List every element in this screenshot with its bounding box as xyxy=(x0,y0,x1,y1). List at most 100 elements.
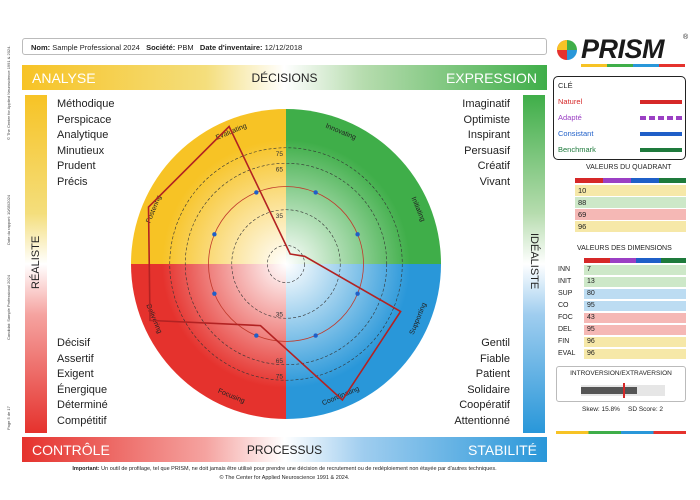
processus-title: PROCESSUS xyxy=(246,442,323,457)
dimension-value-cell: 95 xyxy=(584,325,686,335)
adapte-point xyxy=(254,333,259,338)
dimension-row: INIT 13 xyxy=(556,277,686,287)
expression-words: Imaginatif Optimiste Inspirant Persuasif… xyxy=(430,97,510,191)
quadrant-value: 88 xyxy=(578,198,587,207)
stabilite-title: STABILITÉ xyxy=(468,441,537,458)
legend-benchmark-swatch xyxy=(640,148,682,152)
dim-col-purple xyxy=(610,258,636,263)
dim-col-blue xyxy=(636,258,661,263)
footer: Important: Un outil de profilage, tel qu… xyxy=(22,466,547,482)
legend-benchmark: Benchmark xyxy=(558,145,682,155)
dimension-value: 7 xyxy=(587,266,591,273)
introversion-bar xyxy=(581,387,637,394)
dim-col-green xyxy=(661,258,686,263)
ring-label: 65 xyxy=(276,358,284,365)
word-item: Attentionné xyxy=(454,414,510,427)
dimension-value: 95 xyxy=(587,326,595,333)
dimension-value-cell: 80 xyxy=(584,289,686,299)
dimension-value: 96 xyxy=(587,338,595,345)
word-item: Décisif xyxy=(57,337,91,349)
copyright-side-note: © The Center for Applied Neuroscience 19… xyxy=(6,45,11,141)
dimension-code: FOC xyxy=(558,314,573,321)
quadrant-col-red xyxy=(575,178,603,183)
legend-naturel-swatch xyxy=(640,100,682,104)
word-item: Assertif xyxy=(57,352,94,365)
quadrant-col-green xyxy=(659,178,686,183)
blue-quadrant xyxy=(286,264,441,419)
adapte-point xyxy=(313,333,318,338)
dimension-code: CO xyxy=(558,302,569,309)
legend-adapte: Adapté xyxy=(558,113,682,123)
word-item: Méthodique xyxy=(57,98,115,110)
yellow-quadrant xyxy=(131,109,286,264)
brain-icon xyxy=(557,40,577,60)
legend-naturel-label: Naturel xyxy=(558,97,583,106)
quadrant-values-title: VALEURS DU QUADRANT xyxy=(586,164,672,171)
legend-consistant: Consistant xyxy=(558,129,682,139)
dimension-value: 43 xyxy=(587,314,595,321)
word-item: Minutieux xyxy=(57,144,105,157)
date-value: 12/12/2018 xyxy=(264,43,303,52)
company-label: Société: xyxy=(146,43,176,52)
wheel-ring xyxy=(231,209,341,319)
dimension-value-cell: 43 xyxy=(584,313,686,323)
word-item: Solidaire xyxy=(467,383,510,396)
name-label: Nom: xyxy=(31,43,51,52)
word-item: Compétitif xyxy=(57,414,107,427)
word-item: Fiable xyxy=(480,352,510,365)
registered-mark: ® xyxy=(683,34,689,41)
green-quadrant xyxy=(286,109,441,264)
red-quadrant xyxy=(131,264,286,419)
legend-adapte-swatch xyxy=(640,116,682,120)
dimension-value-cell: 13 xyxy=(584,277,686,287)
adapte-point xyxy=(355,291,360,296)
dimension-code: INN xyxy=(558,266,571,273)
adapte-markers xyxy=(212,190,360,338)
word-item: Persuasif xyxy=(464,144,510,157)
wheel-rings xyxy=(169,147,403,381)
quadrant-col-purple xyxy=(603,178,631,183)
stabilite-words: Gentil Fiable Patient Solidaire Coopérat… xyxy=(430,336,510,430)
quadrant-row: 96 xyxy=(575,221,686,232)
adapte-point xyxy=(313,190,318,195)
dimension-row: CO 95 xyxy=(556,301,686,311)
ring-label: 75 xyxy=(276,373,284,380)
legend-adapte-label: Adapté xyxy=(558,113,582,122)
name-value: Sample Professional 2024 xyxy=(52,43,140,52)
sd-score-text: SD Score: 2 xyxy=(628,406,664,413)
dimension-value: 80 xyxy=(587,290,595,297)
adapte-point xyxy=(212,291,217,296)
naturel-polygon xyxy=(147,125,402,402)
legend-title: CLÉ xyxy=(558,81,573,90)
bottom-quadrant-bar: CONTRÔLE PROCESSUS STABILITÉ xyxy=(22,437,547,462)
adapte-point xyxy=(355,232,360,237)
footer-copyright: © The Center for Applied Neuroscience 19… xyxy=(219,475,350,481)
legend-consistant-label: Consistant xyxy=(558,129,594,138)
quadrant-values-table: 10 88 69 96 xyxy=(575,185,686,233)
word-item: Patient xyxy=(475,368,510,381)
prism-logo: PRISM ® xyxy=(553,34,693,70)
analyse-words: Méthodique Perspicace Analytique Minutie… xyxy=(57,97,115,191)
ring-label: 35 xyxy=(276,311,284,318)
controle-words: Décisif Assertif Exigent Énergique Déter… xyxy=(57,336,108,430)
top-quadrant-bar: ANALYSE DÉCISIONS EXPRESSION xyxy=(22,65,547,90)
quadrant-value: 96 xyxy=(578,222,587,231)
dimension-value: 95 xyxy=(587,302,595,309)
dimension-value-cell: 95 xyxy=(584,301,686,311)
quadrant-row: 69 xyxy=(575,209,686,220)
dimension-code: SUP xyxy=(558,290,573,297)
idealiste-bar: IDÉALISTE xyxy=(523,95,545,433)
introversion-marker xyxy=(623,383,625,398)
ring-label: 75 xyxy=(276,151,284,158)
footer-important: Important: Un outil de profilage, tel qu… xyxy=(22,466,547,473)
quadrant-row: 10 xyxy=(575,185,686,196)
quadrant-row: 88 xyxy=(575,197,686,208)
page-number-side-note: Page 5 de 17 xyxy=(6,406,11,430)
legend-benchmark-label: Benchmark xyxy=(558,145,596,154)
dimension-code: INIT xyxy=(558,278,572,285)
dimension-code: EVAL xyxy=(558,350,576,357)
dimension-row: FOC 43 xyxy=(556,313,686,323)
logo-color-strip xyxy=(581,64,685,67)
adapte-point xyxy=(254,190,259,195)
